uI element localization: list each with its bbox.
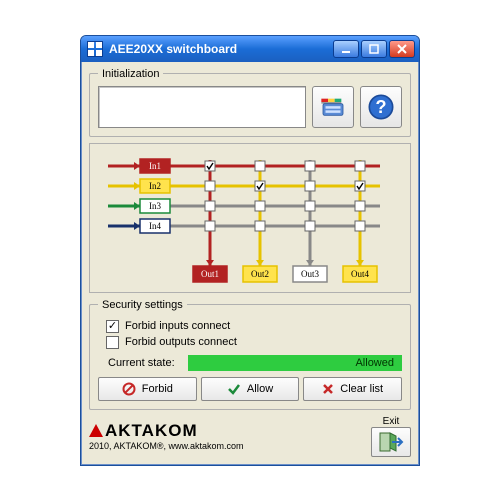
svg-text:Out1: Out1	[201, 269, 219, 279]
switchboard-diagram: In1 In2 In3 In4 Out1 Out2 Out3 Out4	[89, 143, 411, 293]
brand-block: AKTAKOM 2010, AKTAKOM®, www.aktakom.com	[89, 421, 363, 451]
titlebar[interactable]: AEE20XX switchboard	[81, 36, 419, 62]
x-icon	[322, 383, 334, 395]
window-title: AEE20XX switchboard	[109, 42, 333, 56]
help-icon: ?	[366, 92, 396, 122]
security-legend: Security settings	[98, 299, 187, 311]
check-icon	[227, 382, 241, 396]
exit-button[interactable]	[371, 427, 411, 457]
forbid-outputs-checkbox[interactable]	[106, 336, 119, 349]
svg-text:In1: In1	[149, 161, 161, 171]
maximize-button[interactable]	[361, 40, 387, 58]
initialization-textbox[interactable]	[98, 86, 306, 128]
exit-label: Exit	[383, 416, 400, 427]
archive-icon	[318, 92, 348, 122]
current-state-value: Allowed	[188, 355, 402, 371]
brand-name: AKTAKOM	[105, 421, 198, 441]
allow-button[interactable]: Allow	[201, 377, 300, 401]
svg-text:?: ?	[375, 95, 386, 116]
minimize-button[interactable]	[333, 40, 359, 58]
exit-icon	[378, 431, 404, 453]
svg-text:Out2: Out2	[251, 269, 269, 279]
help-button[interactable]: ?	[360, 86, 402, 128]
security-group: Security settings ✓ Forbid inputs connec…	[89, 299, 411, 410]
forbid-button[interactable]: Forbid	[98, 377, 197, 401]
close-button[interactable]	[389, 40, 415, 58]
clear-list-button-label: Clear list	[340, 383, 383, 395]
forbid-inputs-checkbox[interactable]: ✓	[106, 320, 119, 333]
brand-triangle-icon	[89, 424, 103, 437]
svg-text:In2: In2	[149, 181, 161, 191]
brand-logo: AKTAKOM	[89, 421, 198, 441]
forbid-inputs-label: Forbid inputs connect	[125, 320, 230, 332]
current-state-label: Current state:	[108, 357, 188, 369]
forbid-outputs-label: Forbid outputs connect	[125, 336, 237, 348]
initialization-legend: Initialization	[98, 68, 163, 80]
clear-list-button[interactable]: Clear list	[303, 377, 402, 401]
copyright-text: 2010, AKTAKOM®, www.aktakom.com	[89, 441, 244, 451]
app-icon	[87, 41, 103, 57]
app-window: AEE20XX switchboard Initialization	[80, 35, 420, 466]
svg-text:Out3: Out3	[301, 269, 320, 279]
svg-text:In3: In3	[149, 201, 161, 211]
forbid-button-label: Forbid	[142, 383, 173, 395]
initialization-group: Initialization	[89, 68, 411, 137]
open-config-button[interactable]	[312, 86, 354, 128]
switchboard-svg: In1 In2 In3 In4 Out1 Out2 Out3 Out4	[94, 148, 406, 288]
svg-text:Out4: Out4	[351, 269, 370, 279]
svg-text:In4: In4	[149, 221, 161, 231]
allow-button-label: Allow	[247, 383, 273, 395]
footer: AKTAKOM 2010, AKTAKOM®, www.aktakom.com …	[89, 416, 411, 457]
forbid-icon	[122, 382, 136, 396]
